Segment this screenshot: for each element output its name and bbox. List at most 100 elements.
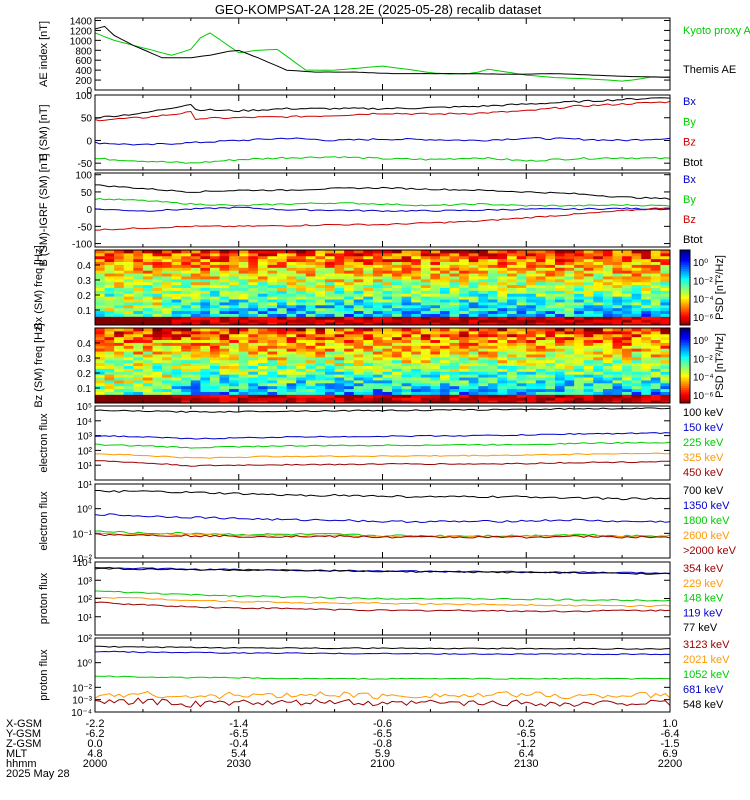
heatmap-cell [133, 287, 144, 291]
heatmap-cell [114, 250, 125, 254]
heatmap-cell [478, 316, 489, 320]
heatmap-cell [574, 365, 585, 369]
heatmap-cell [650, 382, 661, 387]
heatmap-cell [497, 379, 508, 384]
heatmap-cell [641, 275, 652, 280]
heatmap-cell [372, 365, 383, 369]
heatmap-cell [382, 290, 393, 294]
heatmap-cell [449, 287, 460, 291]
heatmap-cell [162, 252, 173, 257]
heatmap-cell [468, 322, 479, 326]
heatmap-cell [267, 368, 278, 372]
heatmap-cell [363, 290, 374, 294]
heatmap-cell [277, 273, 288, 277]
heatmap-cell [95, 258, 106, 263]
heatmap-cell [660, 264, 671, 268]
heatmap-cell [142, 377, 153, 381]
heatmap-cell [478, 388, 489, 392]
heatmap-cell [574, 281, 585, 286]
heatmap-cell [229, 319, 240, 323]
heatmap-cell [344, 287, 355, 291]
heatmap-cell [210, 322, 221, 326]
heatmap-cell [526, 362, 537, 366]
heatmap-cell [123, 281, 134, 286]
heatmap-cell [631, 348, 642, 352]
heatmap-cell [507, 336, 518, 341]
heatmap-cell [487, 284, 498, 288]
heatmap-cell [95, 250, 106, 254]
heatmap-cell [641, 270, 652, 274]
heatmap-cell [171, 333, 182, 338]
heatmap-cell [526, 299, 537, 303]
heatmap-cell [411, 374, 422, 378]
heatmap-cell [468, 342, 479, 346]
heatmap-cell [190, 261, 201, 265]
heatmap-cell [641, 299, 652, 303]
heatmap-cell [631, 319, 642, 323]
heatmap-cell [353, 255, 364, 260]
heatmap-cell [430, 377, 441, 381]
heatmap-cell [622, 374, 633, 378]
heatmap-cell [574, 258, 585, 263]
heatmap-cell [133, 351, 144, 355]
heatmap-cell [200, 362, 211, 366]
heatmap-cell [602, 296, 613, 300]
heatmap-cell [104, 278, 115, 283]
heatmap-cell [277, 313, 288, 317]
heatmap-cell [142, 290, 153, 294]
heatmap-cell [411, 255, 422, 260]
heatmap-cell [162, 316, 173, 320]
heatmap-cell [200, 333, 211, 338]
heatmap-cell [210, 397, 221, 401]
heatmap-cell [286, 348, 297, 352]
heatmap-cell [459, 299, 470, 303]
heatmap-cell [555, 328, 566, 332]
heatmap-cell [238, 267, 249, 271]
heatmap-cell [497, 261, 508, 265]
heatmap-cell [468, 400, 479, 404]
heatmap-cell [535, 345, 546, 349]
heatmap-cell [507, 348, 518, 352]
heatmap-cell [210, 310, 221, 314]
heatmap-cell [487, 264, 498, 268]
heatmap-cell [468, 252, 479, 257]
heatmap-cell [353, 394, 364, 398]
heatmap-cell [497, 250, 508, 254]
heatmap-cell [162, 284, 173, 288]
heatmap-cell [114, 258, 125, 263]
heatmap-cell [631, 307, 642, 312]
heatmap-cell [229, 348, 240, 352]
heatmap-cell [631, 356, 642, 361]
heatmap-cell [468, 353, 479, 358]
heatmap-cell [296, 328, 307, 332]
heatmap-cell [305, 255, 316, 260]
heatmap-cell [133, 353, 144, 358]
heatmap-cell [123, 394, 134, 398]
heatmap-cell [248, 284, 259, 288]
heatmap-cell [286, 299, 297, 303]
heatmap-cell [602, 345, 613, 349]
heatmap-cell [305, 299, 316, 303]
heatmap-cell [631, 391, 642, 395]
heatmap-cell [344, 304, 355, 309]
heatmap-cell [257, 382, 268, 387]
heatmap-cell [123, 330, 134, 335]
colorbar-segment [680, 393, 690, 396]
heatmap-cell [219, 290, 230, 294]
heatmap-cell [487, 258, 498, 263]
heatmap-cell [555, 287, 566, 291]
heatmap-cell [286, 342, 297, 346]
heatmap-cell [478, 319, 489, 323]
heatmap-cell [171, 319, 182, 323]
heatmap-cell [190, 351, 201, 355]
heatmap-cell [114, 362, 125, 366]
colorbar-segment [680, 268, 690, 272]
heatmap-cell [507, 388, 518, 392]
heatmap-cell [622, 388, 633, 392]
heatmap-cell [315, 388, 326, 392]
heatmap-cell [468, 281, 479, 286]
heatmap-cell [277, 261, 288, 265]
heatmap-cell [574, 319, 585, 323]
heatmap-cell [286, 362, 297, 366]
